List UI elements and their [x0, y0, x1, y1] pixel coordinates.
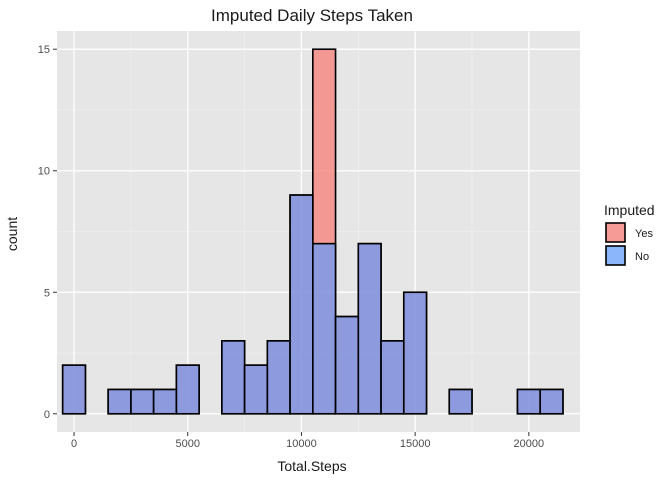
bar-no-10000 [289, 194, 314, 415]
bar-no-8000 [243, 364, 269, 415]
bar-no-5000 [175, 364, 200, 415]
y-axis-title: count [4, 217, 20, 251]
bar-no-11000 [312, 242, 337, 415]
legend-key-yes [605, 222, 626, 243]
bar-no-0 [61, 364, 87, 415]
y-tick-label: 10 [38, 166, 50, 178]
bar-no-13000 [357, 242, 382, 415]
bar-no-12000 [334, 315, 360, 415]
y-tick-label: 0 [44, 409, 50, 421]
bar-no-3000 [130, 388, 155, 415]
x-tick-label: 20000 [514, 438, 545, 450]
x-tick-label: 0 [71, 438, 77, 450]
bar-no-14000 [380, 340, 405, 415]
x-tick-label: 15000 [400, 438, 431, 450]
legend-label-no: No [635, 251, 649, 263]
y-tick-label: 15 [38, 44, 50, 56]
legend-title: Imputed [604, 202, 655, 218]
legend-key-no [605, 245, 626, 266]
y-tick-label: 5 [44, 287, 50, 299]
x-axis-title: Total.Steps [277, 458, 346, 474]
bar-no-9000 [266, 340, 291, 415]
bar-no-15000 [402, 291, 428, 415]
x-tick-label: 5000 [176, 438, 200, 450]
bar-no-7000 [221, 340, 246, 415]
bar-no-2000 [107, 388, 132, 415]
bar-no-4000 [152, 388, 178, 415]
chart-title: Imputed Daily Steps Taken [211, 6, 413, 25]
bar-no-17000 [448, 388, 473, 415]
bar-no-20000 [516, 388, 542, 415]
x-tick-label: 10000 [286, 438, 317, 450]
bar-no-21000 [539, 388, 564, 415]
legend-label-yes: Yes [635, 228, 653, 240]
legend: Imputed Yes No [604, 202, 655, 266]
